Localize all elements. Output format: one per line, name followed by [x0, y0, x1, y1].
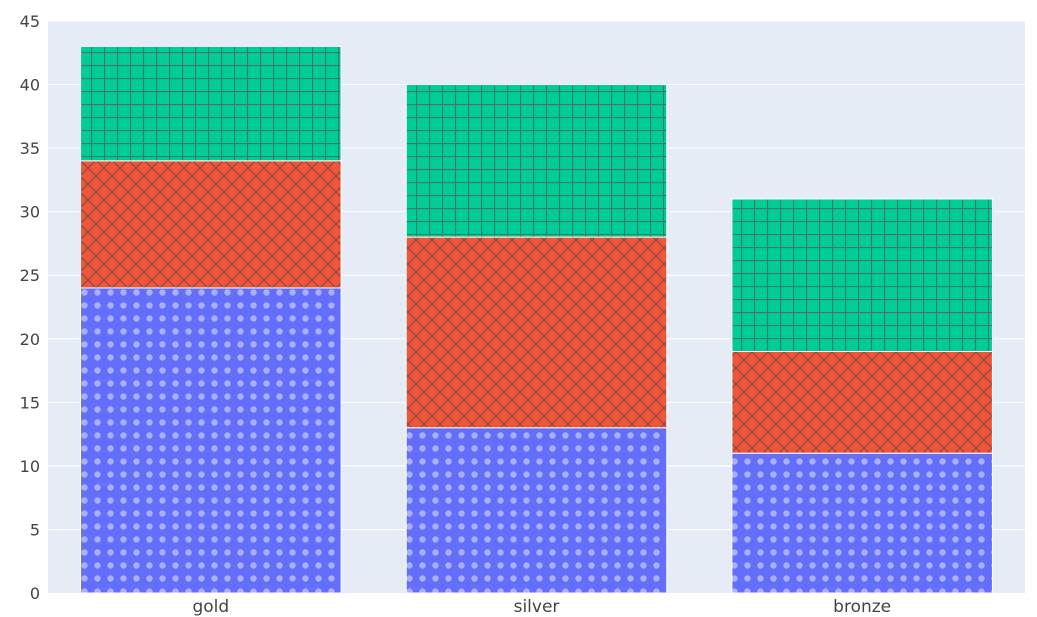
- y-tick-label: 0: [30, 584, 40, 603]
- bar-silver-series-2[interactable]: [405, 236, 668, 429]
- y-tick-label: 10: [20, 457, 40, 476]
- x-tick-label-bronze: bronze: [833, 597, 891, 617]
- y-axis-ticks: 0 5 10 15 20 25 30 35 40 45: [20, 12, 40, 603]
- y-tick-label: 40: [20, 76, 40, 95]
- y-tick-label: 35: [20, 139, 40, 158]
- y-tick-label: 25: [20, 266, 40, 285]
- y-tick-label: 20: [20, 330, 40, 349]
- bar-bronze-series-3[interactable]: [731, 198, 993, 352]
- y-tick-label: 15: [20, 393, 40, 412]
- x-axis-ticks: gold silver bronze: [192, 597, 891, 617]
- bar-silver-series-3[interactable]: [405, 84, 668, 238]
- bar-bronze-series-1[interactable]: [731, 452, 993, 594]
- bar-gold-series-1[interactable]: [80, 287, 342, 594]
- bar-gold-series-2[interactable]: [80, 160, 342, 289]
- bar-silver-series-1[interactable]: [405, 427, 668, 594]
- y-tick-label: 30: [20, 203, 40, 222]
- bar-bronze-series-2[interactable]: [731, 350, 993, 454]
- x-tick-label-gold: gold: [192, 597, 229, 617]
- y-tick-label: 5: [30, 520, 40, 539]
- bars: [80, 45, 993, 594]
- bar-gold-series-3[interactable]: [80, 45, 342, 162]
- y-tick-label: 45: [20, 12, 40, 31]
- x-tick-label-silver: silver: [514, 597, 560, 617]
